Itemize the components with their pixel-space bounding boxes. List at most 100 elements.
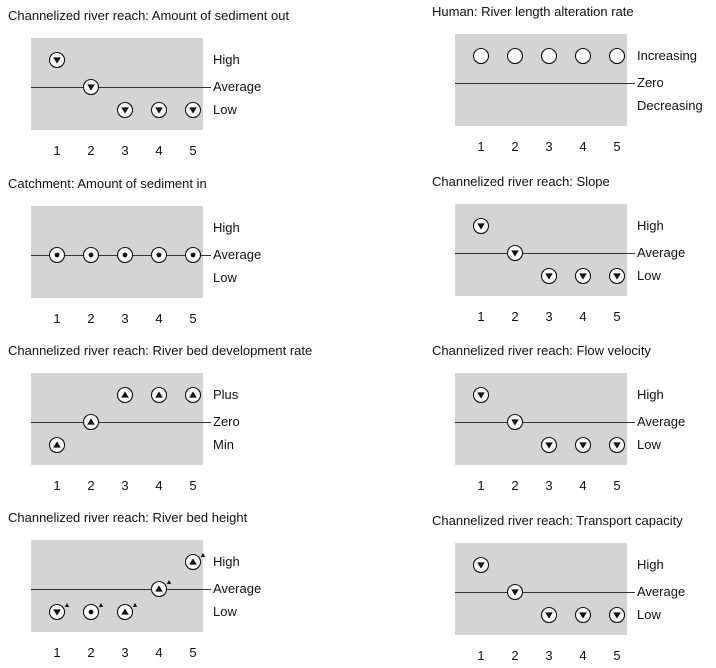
trend-up-icon (166, 580, 172, 584)
diagram-panel: Channelized river reach: Transport capac… (432, 513, 712, 668)
level-label: Low (637, 607, 661, 622)
x-tick-label: 4 (155, 645, 163, 660)
panel-box (31, 373, 211, 465)
marker-triangle-down (608, 267, 626, 285)
level-label: Average (213, 581, 262, 596)
marker-triangle-down (608, 606, 626, 624)
panel-title: Channelized river reach: Amount of sedim… (8, 8, 290, 23)
marker-layer (472, 217, 626, 285)
panel-box (455, 204, 635, 296)
panel-title: Channelized river reach: Transport capac… (432, 513, 683, 528)
diagram-panel: Human: River length alteration rate Incre… (432, 4, 712, 159)
x-tick-label: 3 (545, 309, 553, 324)
marker-triangle-down (574, 267, 592, 285)
x-tick-label: 5 (189, 645, 197, 660)
x-tick-label: 5 (613, 309, 621, 324)
baseline (455, 422, 635, 423)
marker-dot (48, 246, 66, 264)
x-tick-label: 1 (477, 309, 485, 324)
x-tick-label: 5 (613, 648, 621, 663)
trend-up-icon (132, 603, 138, 607)
x-tick-label: 2 (511, 478, 519, 493)
panel-title: Channelized river reach: Flow velocity (432, 343, 651, 358)
baseline (31, 422, 211, 423)
marker-empty (574, 47, 592, 65)
marker-triangle-up (48, 436, 66, 454)
marker-triangle-down (48, 603, 70, 621)
x-tick-label: 3 (545, 648, 553, 663)
diagram-panel: Channelized river reach: Amount of sedim… (8, 8, 290, 163)
x-tick-label: 4 (155, 311, 163, 326)
x-tick-label: 5 (189, 478, 197, 493)
level-label: High (213, 220, 240, 235)
level-label: Low (213, 270, 237, 285)
panel-title: Channelized river reach: River bed heigh… (8, 510, 248, 525)
marker-triangle-up (184, 553, 206, 571)
panel-box (31, 206, 211, 298)
marker-triangle-down (472, 556, 490, 574)
baseline (455, 83, 635, 84)
trend-up-icon (98, 603, 104, 607)
x-tick-label: 3 (545, 478, 553, 493)
marker-layer (472, 556, 626, 624)
x-tick-label: 2 (511, 309, 519, 324)
marker-triangle-up (184, 386, 202, 404)
marker-dot (150, 246, 168, 264)
x-tick-label: 4 (155, 143, 163, 158)
marker-layer (48, 553, 206, 621)
marker-triangle-up (116, 603, 138, 621)
diagram-panel: Channelized river reach: River bed devel… (8, 343, 312, 498)
panel-title: Human: River length alteration rate (432, 4, 634, 19)
level-label: Average (637, 245, 686, 260)
baseline (31, 589, 211, 590)
panel-title: Catchment: Amount of sediment in (8, 176, 207, 191)
marker-triangle-down (574, 606, 592, 624)
level-label: Zero (637, 75, 664, 90)
x-tick-label: 5 (613, 478, 621, 493)
marker-triangle-down (574, 436, 592, 454)
level-label: High (637, 218, 664, 233)
marker-triangle-down (506, 244, 524, 262)
marker-dot (82, 603, 104, 621)
level-label: Average (637, 414, 686, 429)
marker-empty (472, 47, 490, 65)
level-label: Low (213, 102, 237, 117)
level-label: Average (213, 247, 262, 262)
x-tick-label: 3 (121, 143, 129, 158)
x-tick-label: 4 (579, 648, 587, 663)
level-label: Average (213, 79, 262, 94)
x-tick-label: 3 (121, 478, 129, 493)
x-tick-label: 2 (87, 478, 95, 493)
level-label: High (637, 387, 664, 402)
level-label: Decreasing (637, 98, 703, 113)
x-tick-label: 4 (579, 139, 587, 154)
diagram-panel: Channelized river reach: Flow velocity Hi… (432, 343, 712, 498)
x-tick-label: 4 (579, 309, 587, 324)
level-label: Average (637, 584, 686, 599)
marker-triangle-down (184, 101, 202, 119)
level-label: High (637, 557, 664, 572)
x-tick-label: 2 (87, 143, 95, 158)
marker-triangle-down (506, 583, 524, 601)
x-tick-label: 1 (53, 311, 61, 326)
marker-triangle-down (48, 51, 66, 69)
marker-triangle-down (608, 436, 626, 454)
diagram-panel: Channelized river reach: Slope High Averag… (432, 174, 712, 329)
marker-layer (48, 386, 202, 454)
level-label: High (213, 554, 240, 569)
marker-triangle-up (82, 413, 100, 431)
marker-dot (184, 246, 202, 264)
x-tick-label: 2 (511, 648, 519, 663)
x-tick-label: 5 (613, 139, 621, 154)
x-tick-label: 1 (53, 645, 61, 660)
level-label: Plus (213, 387, 239, 402)
panel-box (31, 540, 211, 632)
x-tick-label: 1 (53, 143, 61, 158)
marker-triangle-up (116, 386, 134, 404)
x-tick-label: 3 (121, 311, 129, 326)
trend-up-icon (200, 553, 206, 557)
baseline (455, 253, 635, 254)
panel-box (455, 543, 635, 635)
marker-triangle-down (116, 101, 134, 119)
x-tick-label: 2 (87, 645, 95, 660)
